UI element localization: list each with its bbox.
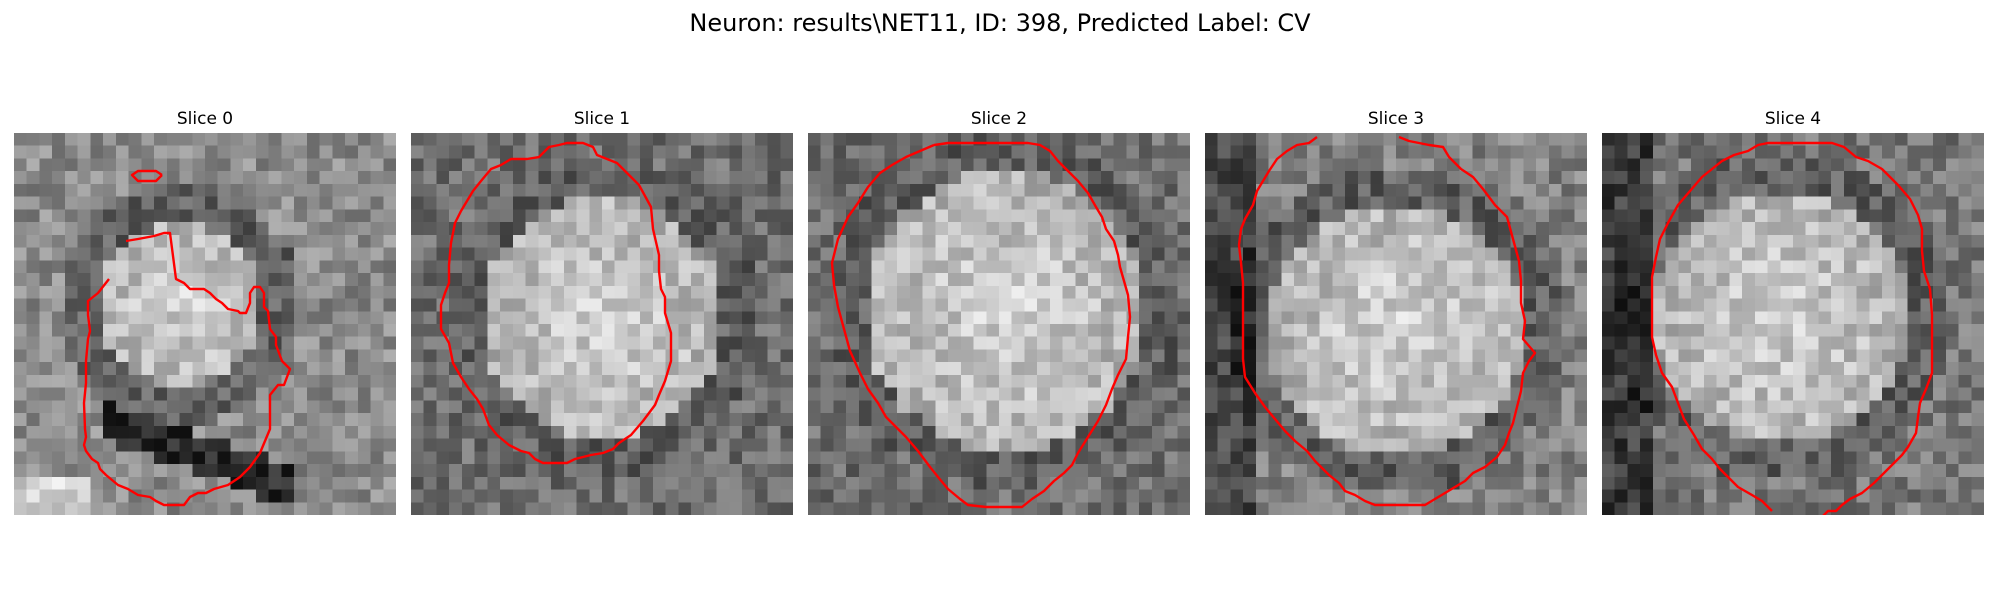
slice-1-title: Slice 1 [573,109,631,129]
slice-2-image [808,133,1190,515]
slice-3-panel [1205,133,1587,515]
slice-2-contour [830,141,1132,509]
slice-2-title: Slice 2 [970,109,1028,129]
slice-2-panel [808,133,1190,515]
slice-3-title: Slice 3 [1367,109,1425,129]
slice-4-title: Slice 4 [1764,109,1822,129]
slice-4-image [1602,133,1984,515]
slice-0-title: Slice 0 [176,109,234,129]
slice-0-image [14,133,396,515]
figure-title: Neuron: results\NET11, ID: 398, Predicte… [689,9,1311,37]
slice-4-contour [1650,141,1934,515]
slice-3-image [1205,133,1587,515]
slice-0-panel [14,133,396,515]
slice-1-panel [411,133,793,515]
slice-4-panel [1602,133,1984,515]
slice-1-image [411,133,793,515]
slice-0-contour [82,169,292,507]
slice-3-contour [1237,135,1537,507]
slice-1-contour [439,141,673,465]
